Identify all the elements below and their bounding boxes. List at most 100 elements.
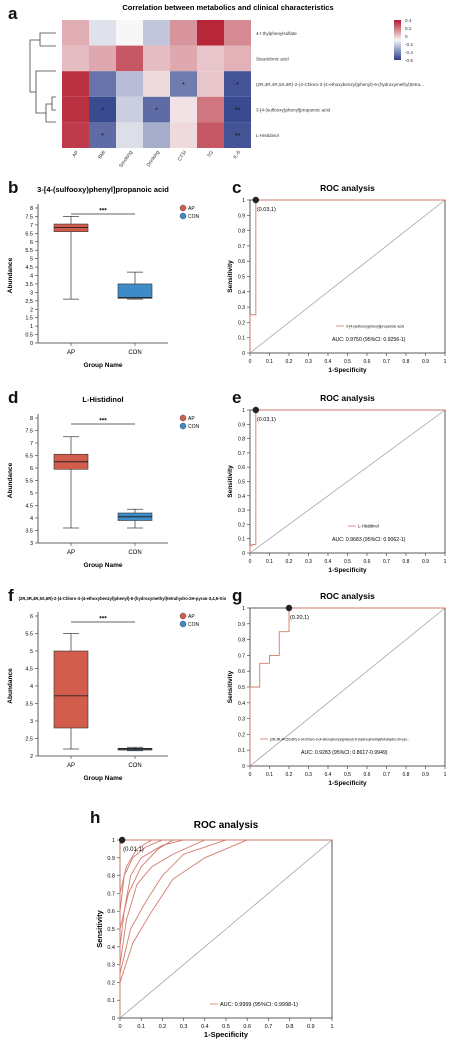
y-tick-label: 0 (112, 1016, 115, 1022)
heatmap-cell (62, 20, 89, 46)
heatmap-cell (143, 96, 170, 123)
y-tick-label: 0.6 (238, 465, 245, 471)
panel-label-b: b (8, 178, 19, 197)
x-tick-label: 0 (118, 1024, 121, 1030)
x-tick-label: 0.2 (286, 559, 293, 565)
y-tick-label: 0.9 (238, 422, 245, 428)
significance-star: ** (235, 108, 241, 115)
roc-curve (249, 199, 445, 353)
y-tick-label: 3.5 (25, 529, 33, 535)
heatmap-row-label: Stearidonic acid (256, 56, 289, 61)
y-tick-label: 0.9 (238, 622, 245, 628)
y-tick-label: 0.4 (238, 494, 245, 500)
legend-label: CON (188, 622, 200, 628)
x-axis-label: Group Name (83, 775, 122, 782)
heatmap-cell (197, 45, 224, 72)
x-tick-label: 0.3 (305, 559, 312, 565)
legend-label: AP (188, 416, 195, 422)
boxplot-chart-d: L-Histidinol 3 3.5 4 4.5 5 5.5 6 6.5 7 7.5 8 Abundan… (7, 395, 200, 569)
heatmap-cell (62, 96, 89, 123)
x-tick-label: 0.5 (344, 359, 351, 365)
y-tick-label: 0 (242, 351, 245, 357)
y-tick-label: 5 (30, 257, 33, 263)
significance-label: *** (99, 418, 107, 425)
x-tick-label: 0.1 (137, 1024, 145, 1030)
heatmap-col-label: CTSI (177, 150, 188, 163)
legend-marker (179, 414, 187, 422)
y-tick-label: 3 (30, 719, 33, 725)
y-tick-label: 0.8 (238, 437, 245, 443)
legend-marker (179, 620, 187, 628)
x-axis-label: 1-Specificity (328, 367, 367, 374)
y-tick-label: 0.2 (238, 320, 245, 326)
dendrogram-branch (39, 32, 56, 47)
y-tick-label: 0.8 (238, 638, 245, 644)
roc-title: ROC analysis (194, 820, 259, 831)
roc-title: ROC analysis (320, 393, 375, 403)
heatmap-cell (62, 122, 89, 148)
legend-tick-label: 0.4 (405, 18, 412, 23)
y-tick-label: 2.5 (25, 299, 33, 305)
x-tick-label: 0.2 (159, 1024, 167, 1030)
x-tick-label: 1 (444, 359, 447, 365)
legend-tick-label: 0 (405, 34, 408, 39)
y-tick-label: 0.8 (107, 874, 115, 880)
auc-label: AUC: 0.9999 (95%CI: 0.9998-1) (220, 1002, 298, 1008)
boxplot-chart-b: 3-[4-(sulfooxy)phenyl]propanoic acid 0 0.5… (7, 185, 200, 369)
x-tick-label: 0.3 (180, 1024, 188, 1030)
best-cutoff-label: (0.20,1) (290, 615, 309, 621)
y-tick-label: 0.4 (107, 945, 115, 951)
y-tick-label: 6 (30, 466, 33, 472)
y-tick-label: 0.8 (238, 229, 245, 235)
panel-label-h: h (90, 808, 101, 827)
x-tick-label: 0.1 (266, 359, 273, 365)
color-legend-bar (394, 20, 401, 60)
y-axis-label: Abundance (7, 668, 14, 704)
x-tick-label: 0.6 (364, 772, 371, 778)
heatmap-cell (170, 20, 197, 46)
x-tick-label: 0 (249, 359, 252, 365)
heatmap-col-label: TG (206, 150, 215, 159)
heatmap-cell (197, 122, 224, 148)
legend-marker (179, 612, 187, 620)
x-tick-label: 1 (444, 559, 447, 565)
y-tick-label: 2.5 (25, 737, 33, 743)
roc-curve (249, 607, 445, 766)
heatmap-cell (170, 71, 197, 97)
x-tick-label: 0.8 (403, 559, 410, 565)
y-tick-label: 1 (242, 408, 245, 414)
x-axis-label: 1-Specificity (328, 780, 367, 787)
x-tick-label: 0.7 (383, 772, 390, 778)
x-tick-label: 0.1 (266, 772, 273, 778)
heatmap-col-label: Smoking (118, 150, 134, 170)
y-tick-label: 0.3 (107, 963, 115, 969)
y-tick-label: 3.5 (25, 702, 33, 708)
x-tick-label: 0.3 (305, 359, 312, 365)
legend-tick-label: -0.4 (405, 50, 413, 55)
heatmap-cell (143, 45, 170, 72)
best-cutoff-label: (0.03,1) (257, 207, 276, 213)
y-tick-label: 4.5 (25, 265, 33, 271)
x-tick-label: 0.9 (422, 772, 429, 778)
best-cutoff-point (285, 604, 293, 612)
legend-label: (2R,3R,4R,5S,6R)-2-(4-Chloro-3-(4-ethoxy… (270, 738, 410, 742)
boxplot-title: L-Histidinol (82, 395, 123, 404)
y-tick-label: 0.3 (238, 717, 245, 723)
roc-curve (119, 839, 332, 1018)
x-tick-label: CON (128, 350, 141, 356)
panel-label-e: e (232, 388, 242, 407)
y-tick-label: 3 (30, 541, 33, 547)
y-tick-label: 0.5 (238, 480, 245, 486)
diagonal-reference-line (249, 199, 446, 354)
x-tick-label: 0.4 (325, 359, 332, 365)
y-tick-label: 0.6 (238, 669, 245, 675)
heatmap-cell (62, 45, 89, 72)
heatmap-cell (89, 45, 116, 72)
heatmap-col-label: Drinking (146, 150, 162, 169)
heatmap-cell (143, 122, 170, 148)
x-tick-label: 1 (330, 1024, 333, 1030)
y-tick-label: 7 (30, 441, 33, 447)
y-tick-label: 4 (30, 684, 33, 690)
x-tick-label: 0.1 (266, 559, 273, 565)
dendrogram-branch (51, 96, 56, 111)
